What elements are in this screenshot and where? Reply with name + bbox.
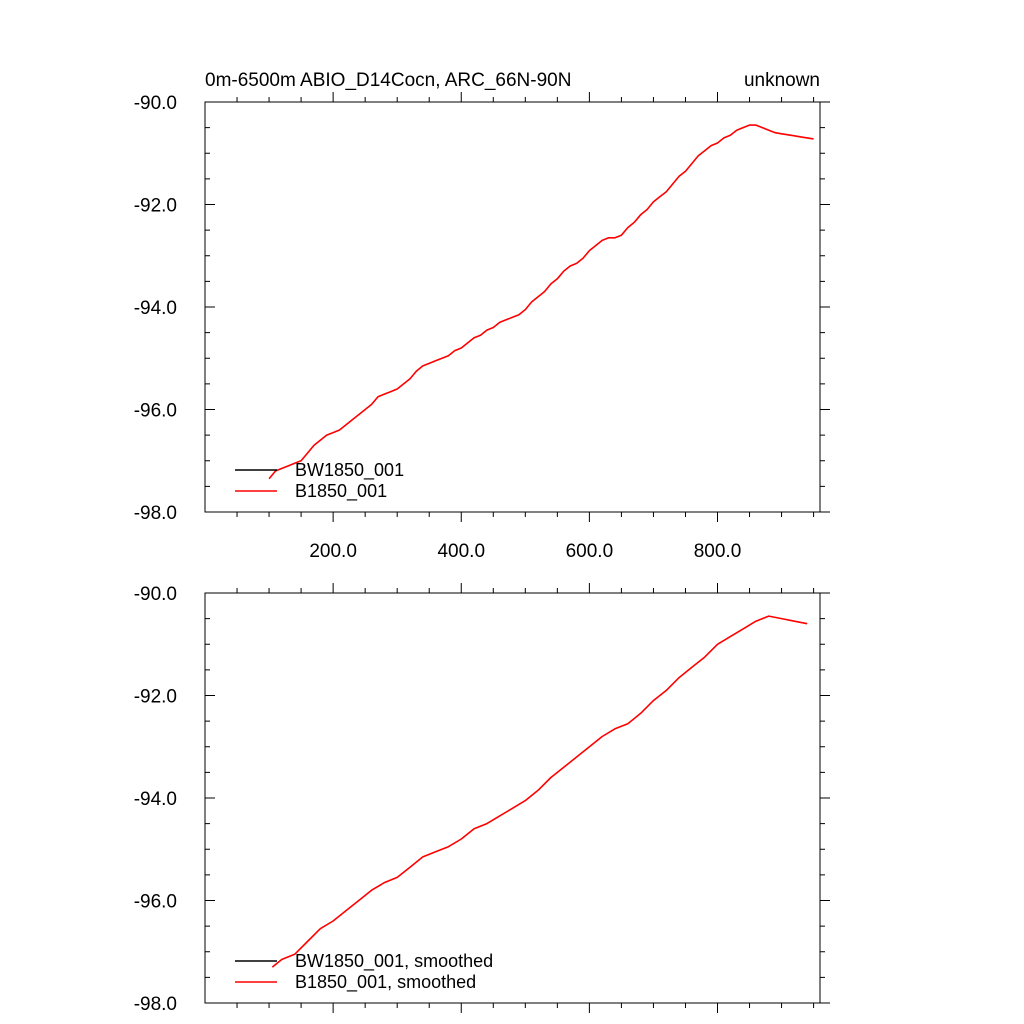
legend-label: BW1850_001 — [295, 460, 404, 481]
y-tick-label: -96.0 — [134, 401, 177, 422]
y-tick-label: -96.0 — [134, 892, 177, 913]
x-tick-label: 400.0 — [437, 541, 485, 562]
x-tick-label: 600.0 — [566, 541, 614, 562]
series-line-1 — [271, 615, 808, 968]
x-tick-label: 800.0 — [694, 541, 742, 562]
figure-subtitle-right: unknown — [744, 70, 820, 91]
y-tick-label: -94.0 — [134, 789, 177, 810]
y-tick-label: -92.0 — [134, 687, 177, 708]
top-panel: 200.0 400.0 600.0 800.0 -90.0 -92.0 -94.0 -96.0… — [134, 92, 830, 562]
legend-label: B1850_001, smoothed — [295, 972, 476, 993]
y-tick-label: -90.0 — [134, 584, 177, 605]
y-tick-label: -98.0 — [134, 994, 177, 1015]
series-line-1 — [268, 124, 814, 480]
bottom-panel: -90.0 -92.0 -94.0 -96.0 -98.0 BW1850_001, smo… — [134, 583, 830, 1015]
legend-label: B1850_001 — [295, 481, 387, 502]
plot-frame — [204, 101, 821, 513]
y-tick-label: -90.0 — [134, 93, 177, 114]
y-tick-label: -94.0 — [134, 298, 177, 319]
plot-frame — [204, 592, 821, 1004]
x-tick-label: 200.0 — [309, 541, 357, 562]
y-tick-label: -92.0 — [134, 196, 177, 217]
y-tick-label: -98.0 — [134, 503, 177, 524]
legend-label: BW1850_001, smoothed — [295, 951, 493, 972]
figure-title: 0m-6500m ABIO_D14Cocn, ARC_66N-90N — [205, 70, 571, 91]
